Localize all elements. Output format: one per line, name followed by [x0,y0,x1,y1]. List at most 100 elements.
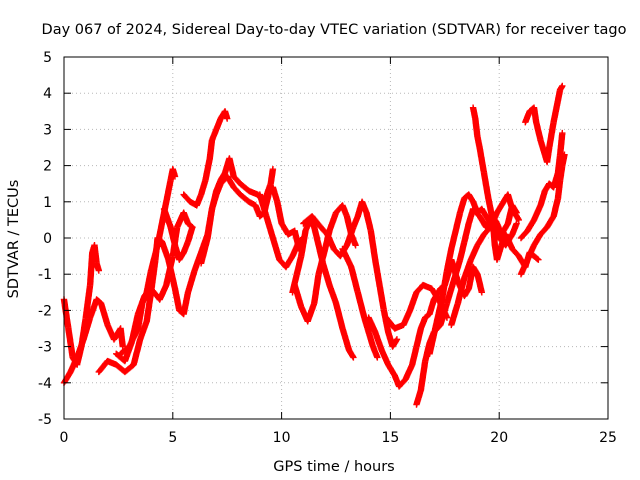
data-point-segment [86,250,96,289]
data-point-segment [65,325,76,360]
data-point-segment [550,98,561,126]
data-point-segment [400,308,413,329]
y-tick-label: 2 [43,159,52,175]
data-point-segment [395,376,408,390]
data-point-segment [524,217,537,234]
data-point-segment [293,254,305,278]
data-point-segment [448,301,461,329]
data-point-segment [376,281,387,313]
data-point-segment [367,227,379,262]
data-point-segment [230,184,243,197]
data-point-segment [382,314,398,331]
x-axis-label: GPS time / hours [273,459,394,475]
data-points [60,82,568,408]
series-track-21 [517,151,568,278]
data-point [269,166,277,173]
data-point-segment [474,232,487,249]
data-point-segment [476,144,487,175]
data-point-segment [206,138,215,162]
data-point-segment [413,326,424,350]
data-point-segment [461,257,474,281]
data-point-segment [413,388,424,408]
data-point-segment [432,294,446,329]
data-point-segment [533,119,544,143]
tick-marks [63,56,609,420]
data-point-segment [82,283,94,321]
y-tick-label: 1 [43,195,52,211]
data-point-segment [456,239,468,263]
data-point [513,220,520,227]
data-point-segment [60,296,72,331]
y-tick-label: -2 [38,303,52,319]
data-point-segment [121,362,136,376]
data-point-segment [180,191,193,205]
series-track-23 [160,205,196,263]
data-point-segment [156,283,169,303]
grid [64,57,608,419]
data-point-segment [498,221,511,238]
data-point-segment [317,223,330,237]
data-point-segment [184,225,196,245]
data-point-segment [452,210,463,234]
data-point [559,129,566,137]
data-point-segment [502,231,515,251]
data-point-segment [480,224,493,238]
y-tick-label: 3 [43,122,52,138]
data-point-segment [372,328,385,353]
data-point [478,289,485,296]
data-point-segment [524,243,537,263]
data-point [350,354,357,361]
data-point-segment [147,243,161,274]
data-point-segment [319,260,333,288]
x-tick-label: 20 [490,430,508,446]
y-tick-label: -3 [38,340,52,356]
x-tick-label: 25 [599,430,617,446]
data-point-segment [517,257,531,278]
data-point-segment [197,236,211,267]
data-point-segment [160,205,174,230]
data-point-segment [326,281,339,306]
data-point-segment [197,178,209,198]
data-point-segment [517,228,530,242]
data-point-segment [385,361,398,378]
data-point-segment [298,228,309,260]
data-point-segment [202,156,213,184]
y-tick-label: -5 [38,412,52,428]
data-point-segment [267,167,276,187]
data-point-segment [550,196,561,220]
data-point-segment [417,359,429,394]
data-point-segment [339,245,354,269]
data-point-segment [343,225,357,249]
data-point-segment [274,198,285,226]
data-point-segment [363,209,374,233]
y-tick-label: 4 [43,86,52,102]
data-point-segment [67,355,80,376]
data-point-segment [530,252,541,263]
data-point [171,173,179,180]
data-point-segment [509,245,522,259]
data-point-segment [493,199,507,216]
data-point [515,216,522,224]
data-point [352,242,359,249]
data-point-segment [184,268,198,296]
data-point-segment [304,301,317,325]
data-point-segment [504,191,516,211]
data-point-segment [158,238,172,262]
data-point-segment [278,220,291,237]
x-tick-label: 15 [381,430,399,446]
data-point-segment [263,213,276,240]
y-tick-label: 0 [43,231,52,247]
data-point-segment [509,205,522,222]
data-point-segment [73,337,87,361]
data-point-segment [461,221,472,245]
tick-labels: 0 5 10 15 20 25 -5 -4 -3 -2 -1 0 1 2 3 4 5 [38,50,617,446]
data-point-segment [426,322,439,357]
data-point-segment [365,314,378,335]
data-point-segment [339,325,352,353]
data-point-segment [332,300,346,331]
data-point-segment [480,169,492,201]
data-point-segment [474,271,485,295]
data-point-segment [163,178,174,205]
data-point-segment [546,120,557,151]
